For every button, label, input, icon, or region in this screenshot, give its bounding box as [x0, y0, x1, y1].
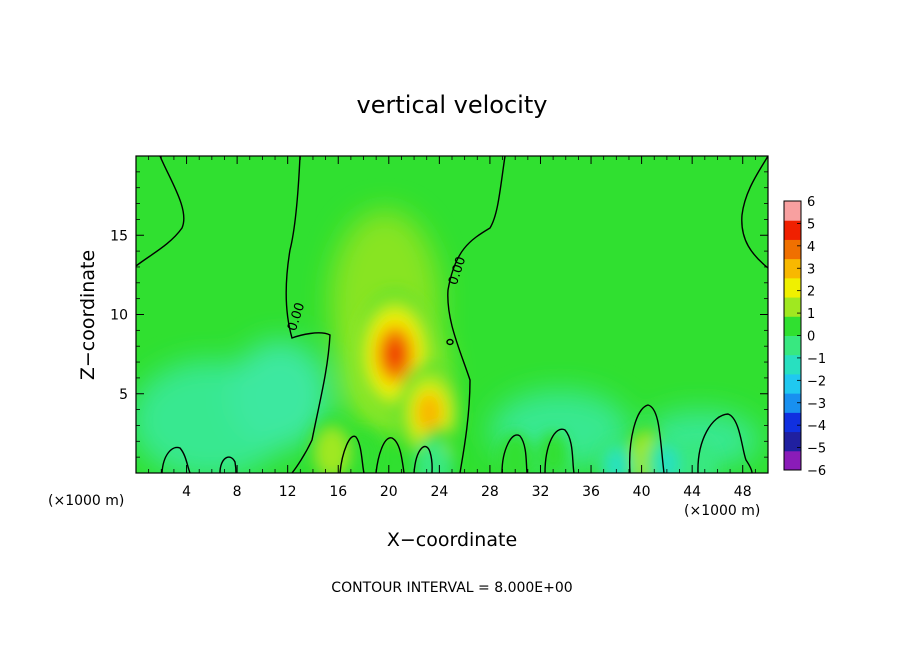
x-unit-left: (×1000 m) — [48, 493, 124, 509]
colorbar-swatch — [784, 297, 801, 317]
colorbar-label: 3 — [807, 262, 815, 277]
y-tick-label: 15 — [110, 228, 128, 244]
colorbar-label: −6 — [807, 464, 826, 479]
zero-contour-line — [697, 413, 753, 473]
colorbar-label: −3 — [807, 397, 826, 412]
x-tick-label: 20 — [380, 484, 398, 500]
velocity-cell — [388, 343, 403, 365]
x-axis-title: X−coordinate — [387, 529, 517, 551]
zero-contours — [136, 156, 768, 473]
zero-contour-line — [339, 435, 365, 473]
colorbar-swatch — [784, 335, 801, 356]
colorbar-swatch — [784, 373, 801, 394]
colorbar: 6 5 4 3 2 1 0 −1 −2 −3 −4 −5 −6 — [783, 195, 826, 479]
x-tick-label: 24 — [430, 484, 448, 500]
colorbar-label: 0 — [807, 330, 815, 345]
colorbar-label: 2 — [807, 285, 815, 300]
colorbar-label: −1 — [807, 352, 826, 367]
colorbar-label: −2 — [807, 374, 826, 389]
x-tick-label: 4 — [182, 484, 191, 500]
colorbar-swatch — [784, 277, 801, 298]
colorbar-label: −4 — [807, 419, 826, 434]
chart-title: vertical velocity — [357, 91, 548, 119]
colorbar-label: 1 — [807, 307, 815, 322]
velocity-cell — [605, 449, 628, 473]
zero-contour-line — [628, 404, 665, 473]
zero-contour-line — [501, 434, 528, 473]
x-unit-right: (×1000 m) — [684, 503, 760, 519]
colorbar-swatch — [784, 450, 801, 471]
zero-contour-line — [375, 437, 405, 473]
colorbar-swatch — [784, 393, 801, 413]
colorbar-swatch — [784, 239, 801, 260]
colorbar-swatch — [784, 354, 801, 375]
x-tick-label: 12 — [279, 484, 297, 500]
zero-contour-line — [285, 156, 331, 473]
x-tick-label: 44 — [683, 484, 701, 500]
velocity-cell — [322, 438, 342, 467]
colorbar-swatch — [784, 412, 801, 433]
velocity-cell — [655, 446, 679, 473]
zero-contour-line — [446, 338, 454, 346]
x-tick-label: 40 — [633, 484, 651, 500]
colorbar-label: 6 — [807, 195, 815, 210]
colorbar-swatch — [784, 201, 801, 221]
zero-contour-line — [741, 156, 768, 269]
x-tick-label: 48 — [734, 484, 752, 500]
zero-contour-line — [161, 446, 191, 473]
y-axis-ticks: 5 10 15 — [110, 171, 768, 458]
zero-contour-line — [544, 428, 575, 473]
velocity-cell — [354, 440, 374, 468]
x-tick-label: 32 — [532, 484, 550, 500]
y-tick-label: 10 — [110, 308, 128, 324]
colorbar-label: 4 — [807, 240, 815, 255]
zero-contour-line — [413, 446, 433, 473]
colorbar-swatch — [784, 431, 801, 452]
zero-contour-line — [447, 156, 506, 473]
field-blob — [230, 340, 330, 450]
colorbar-label: 5 — [807, 217, 815, 232]
colorbar-swatch — [784, 220, 801, 240]
x-axis-ticks: 4 8 12 16 20 24 28 32 36 40 44 48 — [148, 156, 756, 500]
colorbar-swatch — [784, 258, 801, 279]
x-tick-label: 36 — [582, 484, 600, 500]
y-axis-title: Z−coordinate — [77, 250, 99, 380]
zero-contour-line — [219, 456, 237, 473]
colorbar-swatch — [784, 316, 801, 336]
y-tick-label: 5 — [119, 387, 128, 403]
velocity-cell — [421, 401, 438, 425]
x-tick-label: 28 — [481, 484, 499, 500]
velocity-cell — [422, 451, 444, 473]
x-tick-label: 16 — [329, 484, 347, 500]
x-tick-label: 8 — [233, 484, 242, 500]
colorbar-label: −5 — [807, 442, 826, 457]
velocity-cell — [504, 443, 526, 473]
contour-interval-note: CONTOUR INTERVAL = 8.000E+00 — [331, 580, 572, 596]
zero-contour-line — [136, 156, 185, 267]
